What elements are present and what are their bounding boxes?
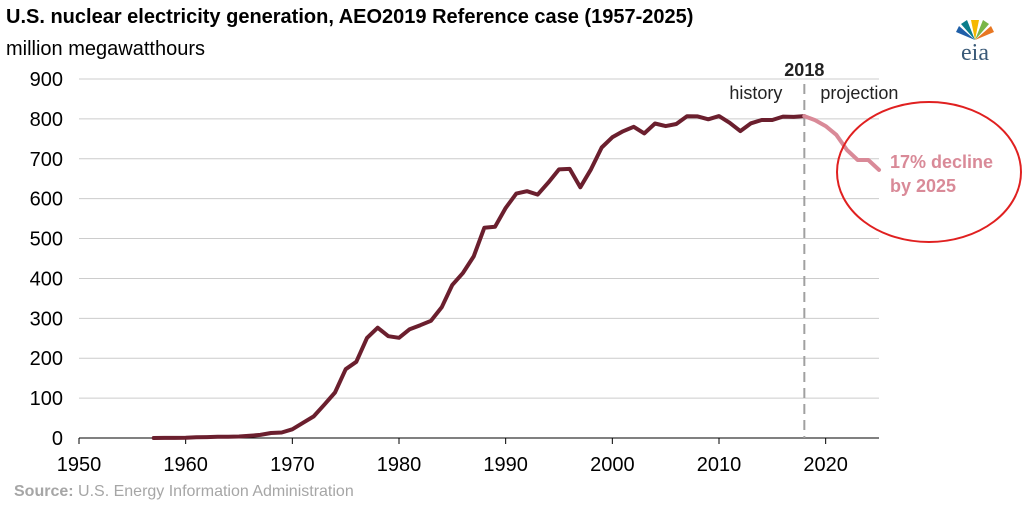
x-tick-label: 2020 <box>803 454 848 476</box>
eia-sunburst-logo: eia <box>956 20 994 66</box>
decline-callout-circle <box>836 101 1022 243</box>
x-tick-label: 1970 <box>270 454 315 476</box>
y-tick-label: 200 <box>30 348 63 370</box>
y-tick-label: 400 <box>30 268 63 290</box>
chart-subtitle: million megawatthours <box>6 38 205 60</box>
y-tick-label: 600 <box>30 189 63 211</box>
decline-callout-line2: by 2025 <box>890 176 956 196</box>
x-tick-label: 2010 <box>697 454 742 476</box>
y-tick-label: 900 <box>30 69 63 91</box>
projection-label: projection <box>820 83 898 103</box>
y-tick-label: 700 <box>30 149 63 171</box>
y-tick-label: 500 <box>30 229 63 251</box>
decline-callout-line1: 17% decline <box>890 152 993 172</box>
x-tick-label: 1950 <box>57 454 102 476</box>
history-label: history <box>729 83 782 103</box>
x-tick-label: 1990 <box>483 454 528 476</box>
source-text: U.S. Energy Information Administration <box>78 483 354 500</box>
x-tick-label: 1980 <box>377 454 422 476</box>
projection-series-line <box>802 114 881 172</box>
logo-text: eia <box>961 40 989 66</box>
y-tick-label: 800 <box>30 109 63 131</box>
x-tick-label: 2000 <box>590 454 635 476</box>
source-note: Source: U.S. Energy Information Administ… <box>14 483 354 501</box>
source-label: Source: <box>14 483 74 500</box>
y-tick-label: 100 <box>30 388 63 410</box>
history-series-line <box>151 114 807 440</box>
x-axis-ticks: 1950 1960 1970 1980 1990 2000 2010 2020 <box>57 438 848 476</box>
x-tick-label: 1960 <box>163 454 208 476</box>
chart-title: U.S. nuclear electricity generation, AEO… <box>6 6 694 28</box>
divider-year-label: 2018 <box>784 60 824 80</box>
y-axis-ticks: 0 100 200 300 400 500 600 700 800 900 <box>30 69 63 450</box>
gridlines <box>79 78 879 439</box>
logo-rays <box>956 20 994 40</box>
y-tick-label: 300 <box>30 308 63 330</box>
y-tick-label: 0 <box>52 428 63 450</box>
